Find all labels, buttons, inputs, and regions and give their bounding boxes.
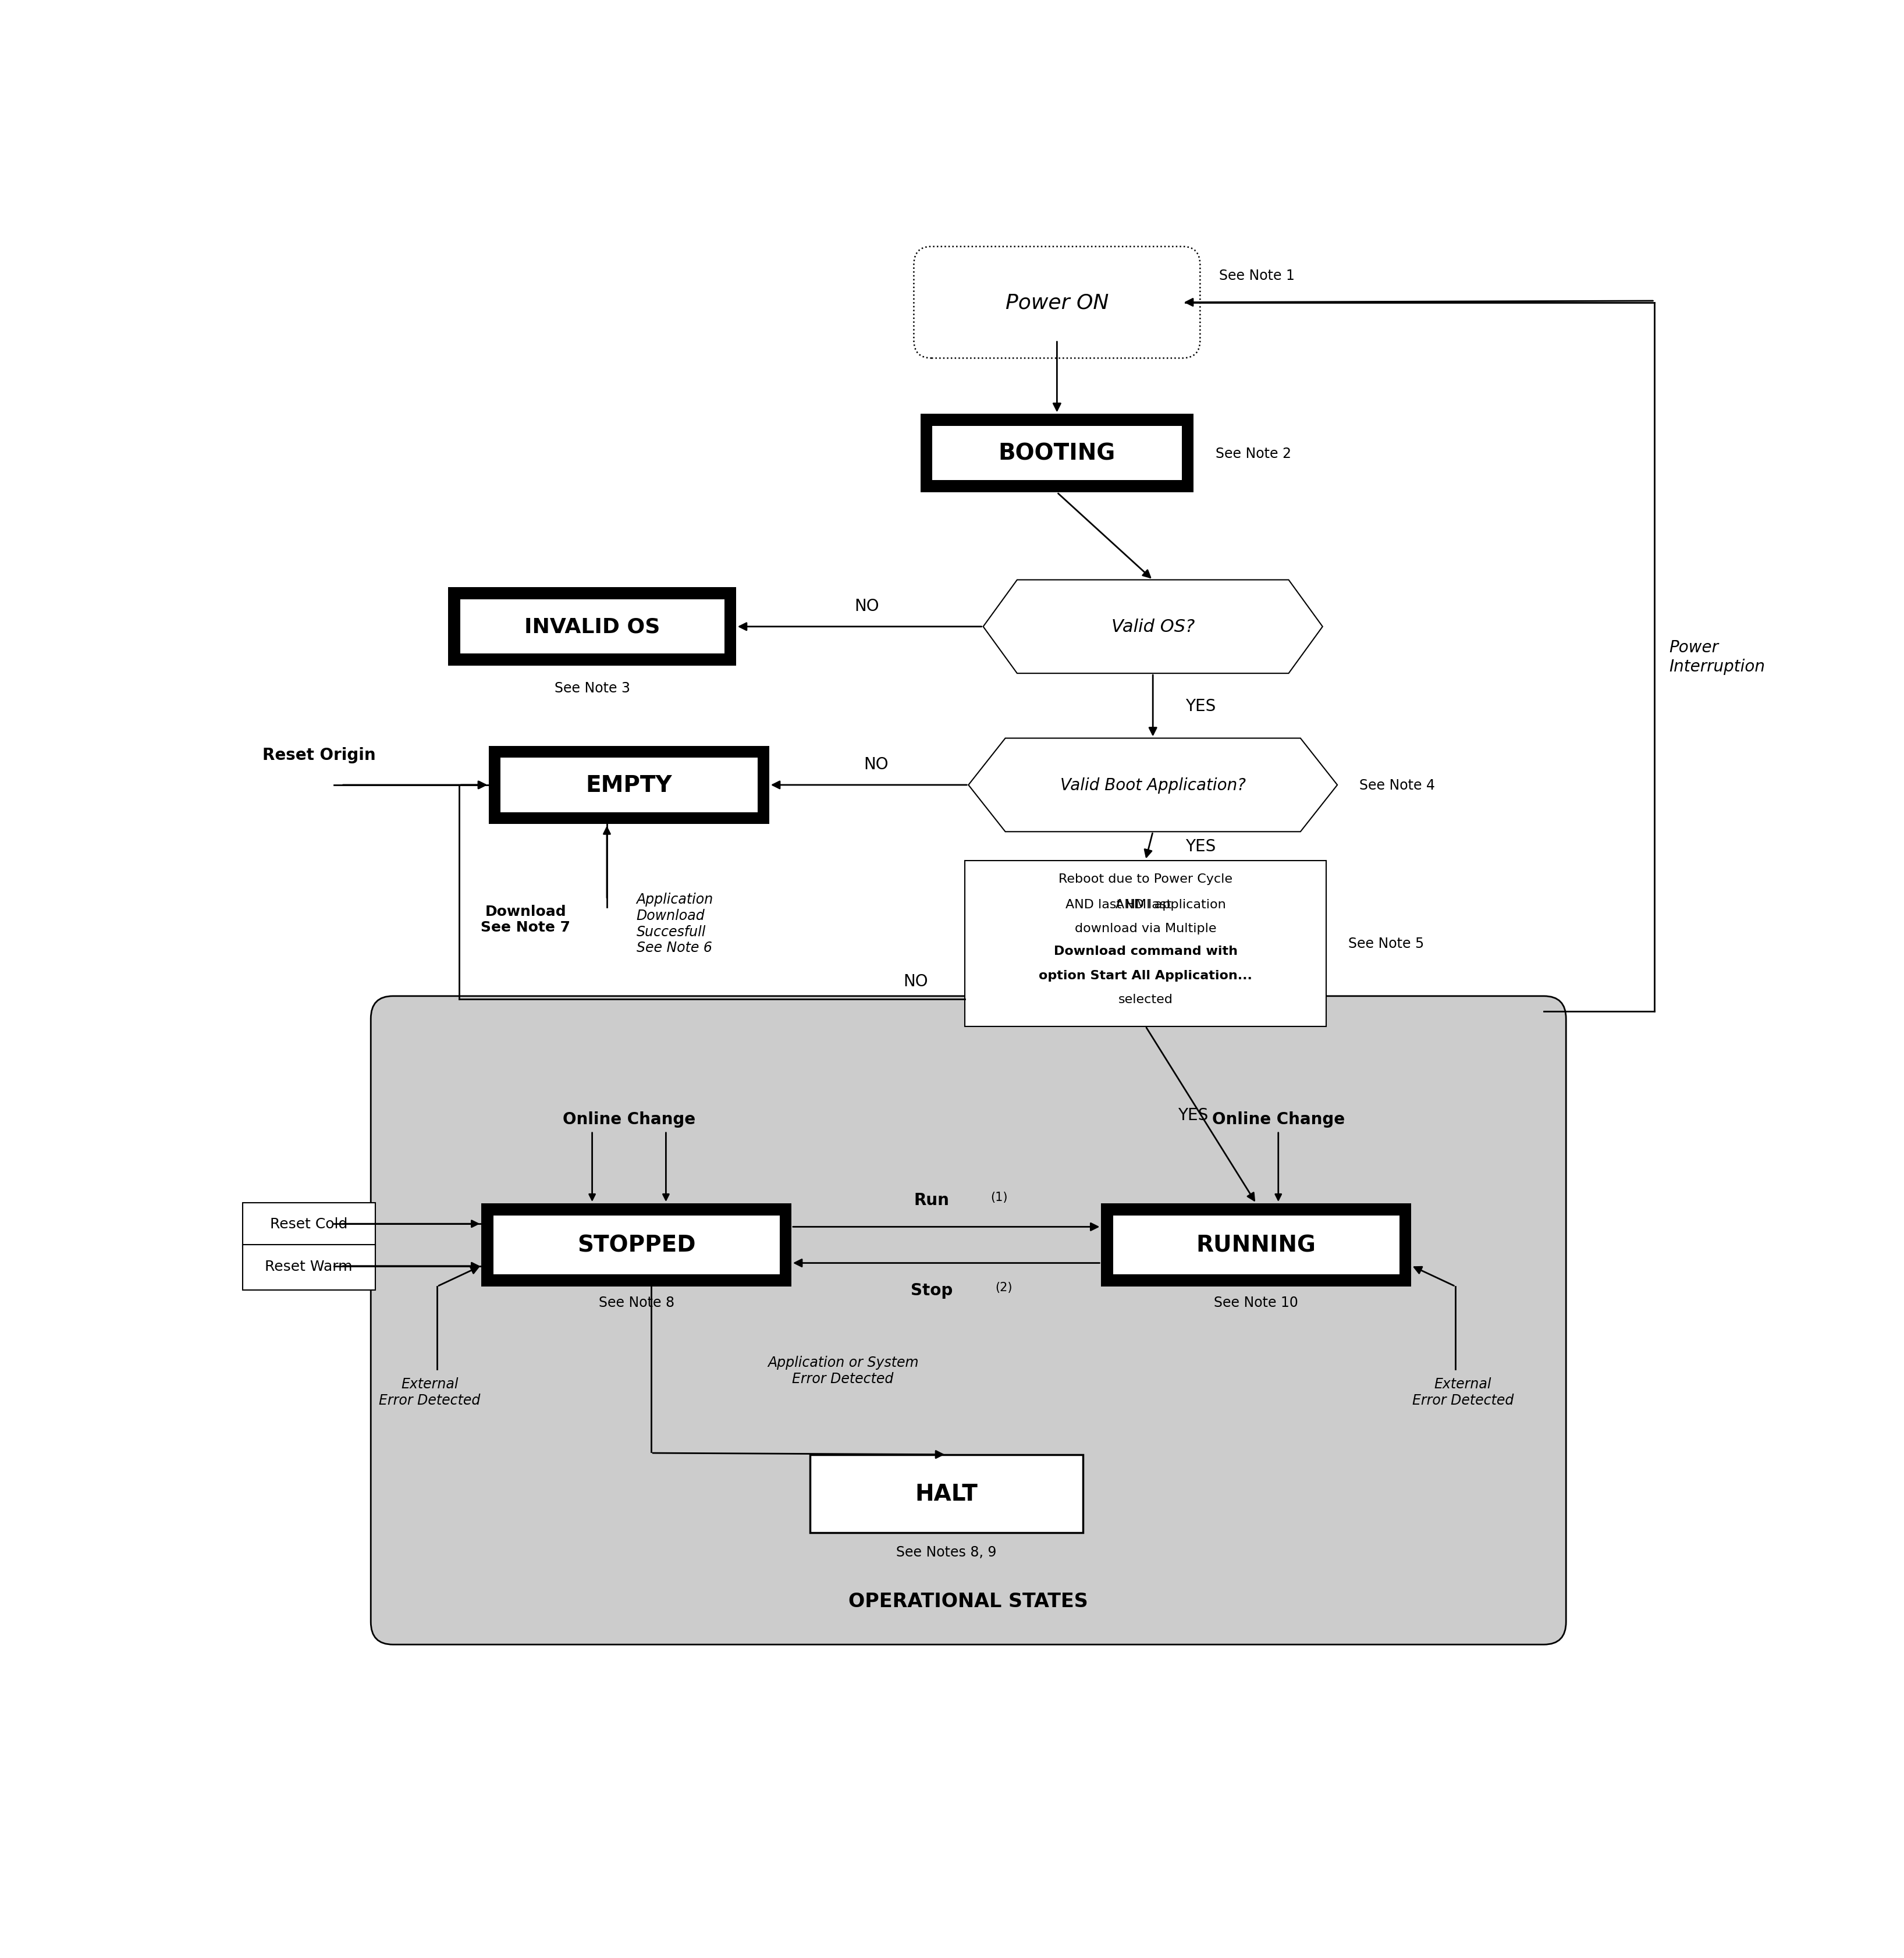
Text: See Note 2: See Note 2	[1215, 446, 1291, 460]
Text: See Notes 8, 9: See Notes 8, 9	[897, 1545, 996, 1559]
Text: HALT: HALT	[916, 1482, 977, 1506]
Bar	[461, 599, 724, 654]
Polygon shape	[982, 580, 1323, 674]
Text: OPERATIONAL STATES: OPERATIONAL STATES	[849, 1592, 1089, 1611]
Text: YES: YES	[1186, 838, 1217, 854]
Bar	[809, 1455, 1083, 1533]
Text: See Note 8: See Note 8	[598, 1296, 674, 1310]
Bar	[447, 587, 737, 666]
Bar	[482, 1204, 792, 1286]
Text: Online Change: Online Change	[564, 1110, 695, 1128]
Text: STOPPED: STOPPED	[577, 1234, 695, 1257]
Text: INVALID OS: INVALID OS	[524, 617, 661, 636]
Text: AND last HMI application: AND last HMI application	[1064, 899, 1226, 910]
Text: NO: NO	[864, 756, 889, 771]
Text: Power
Interruption: Power Interruption	[1670, 640, 1765, 676]
Bar	[920, 415, 1194, 493]
Bar	[1114, 1216, 1399, 1275]
Bar	[242, 1202, 375, 1247]
Text: Power ON: Power ON	[1005, 294, 1108, 313]
Bar	[1101, 1204, 1411, 1286]
Bar	[493, 1216, 779, 1275]
Text: Run: Run	[914, 1192, 950, 1208]
Text: Online Change: Online Change	[1213, 1110, 1344, 1128]
Bar	[242, 1245, 375, 1290]
Text: See Note 5: See Note 5	[1348, 936, 1424, 950]
Text: selected: selected	[1118, 993, 1173, 1004]
Text: Reset Origin: Reset Origin	[263, 746, 375, 764]
Text: Download command with: Download command with	[1053, 946, 1238, 957]
Text: EMPTY: EMPTY	[586, 773, 672, 797]
Text: Application or System
Error Detected: Application or System Error Detected	[767, 1355, 918, 1386]
Text: (2): (2)	[996, 1281, 1013, 1292]
FancyBboxPatch shape	[371, 997, 1567, 1645]
Bar	[489, 746, 769, 824]
Text: Stop: Stop	[910, 1282, 952, 1298]
Text: YES: YES	[1186, 697, 1217, 715]
Text: download via Multiple: download via Multiple	[1074, 922, 1217, 934]
Text: See Note 1: See Note 1	[1219, 268, 1295, 282]
Text: See Note 10: See Note 10	[1215, 1296, 1299, 1310]
Text: External
Error Detected: External Error Detected	[379, 1376, 480, 1408]
Text: Reset Cold: Reset Cold	[270, 1218, 348, 1232]
Text: YES: YES	[1179, 1106, 1209, 1124]
Bar	[965, 862, 1327, 1026]
Text: External
Error Detected: External Error Detected	[1413, 1376, 1514, 1408]
Text: Valid Boot Application?: Valid Boot Application?	[1061, 777, 1245, 793]
Text: RUNNING: RUNNING	[1196, 1234, 1316, 1257]
Text: Valid OS?: Valid OS?	[1112, 619, 1194, 636]
Text: option Start All Application...: option Start All Application...	[1040, 969, 1253, 981]
Polygon shape	[969, 738, 1337, 832]
Text: Application
Download
Succesfull
See Note 6: Application Download Succesfull See Note…	[636, 893, 714, 956]
Bar	[933, 427, 1182, 482]
Text: Download
See Note 7: Download See Note 7	[482, 905, 571, 934]
Text: Reboot due to Power Cycle: Reboot due to Power Cycle	[1059, 873, 1232, 885]
Text: AND last: AND last	[1116, 899, 1175, 910]
FancyBboxPatch shape	[914, 247, 1200, 358]
Text: See Note 4: See Note 4	[1359, 777, 1436, 793]
Text: Reset Warm: Reset Warm	[265, 1259, 352, 1273]
Text: NO: NO	[855, 597, 880, 615]
Text: (1): (1)	[990, 1190, 1007, 1202]
Bar	[501, 758, 758, 813]
Text: See Note 3: See Note 3	[554, 681, 630, 695]
Text: NO: NO	[902, 973, 927, 989]
Text: BOOTING: BOOTING	[998, 443, 1116, 464]
